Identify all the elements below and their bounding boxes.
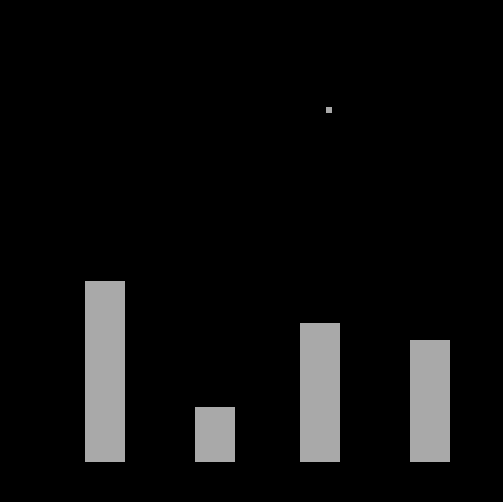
bar-0	[85, 281, 125, 462]
bar-2	[300, 323, 340, 462]
marker-dot	[326, 107, 332, 113]
bar-1	[195, 407, 235, 462]
bar-chart	[0, 0, 503, 502]
bar-3	[410, 340, 450, 462]
